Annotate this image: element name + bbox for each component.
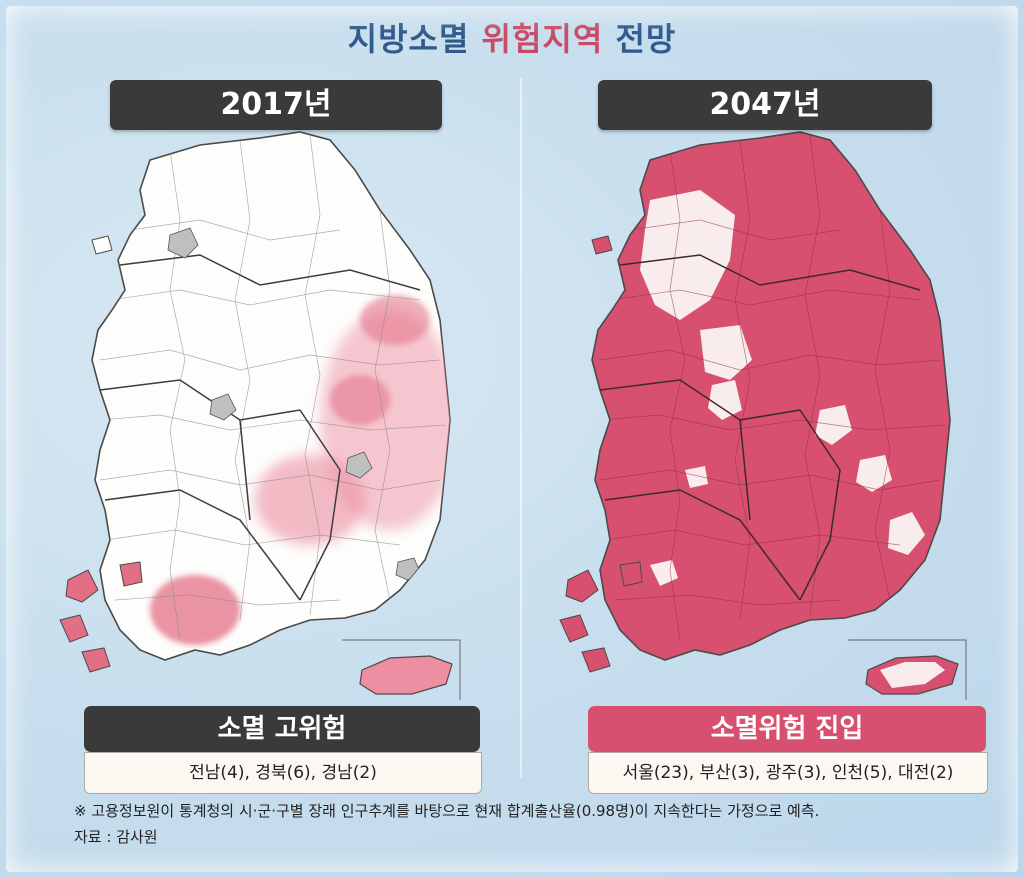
safe-area-gwangju — [650, 560, 678, 586]
island-sw-2017 — [65, 569, 99, 603]
district-boundaries-2047 — [599, 134, 946, 641]
island-sw-2017-b — [59, 614, 89, 643]
safe-area-capital — [640, 190, 735, 320]
city-daejeon — [209, 393, 237, 421]
inset-frame-2017 — [342, 639, 461, 700]
island-sw-2017-d — [119, 561, 143, 587]
peninsula-2047 — [591, 131, 951, 661]
safe-area-gyeongnam — [856, 455, 892, 492]
safe-area-chungbuk — [700, 325, 752, 380]
jeju-2017 — [359, 655, 453, 695]
island-sw-2047-c — [581, 647, 611, 673]
source-credit: 자료 : 감사원 — [74, 828, 158, 846]
category-label-high-risk: 소멸 고위험 — [84, 706, 480, 752]
safe-area-daejeon — [708, 380, 742, 420]
risk-area-central-gyeongbuk — [330, 375, 390, 425]
safe-area-busan — [888, 512, 925, 555]
category-label-risk-entry: 소멸위험 진입 — [588, 706, 986, 752]
regions-high-risk: 전남(4), 경북(6), 경남(2) — [84, 752, 482, 794]
city-daegu — [345, 451, 373, 479]
footnote: ※ 고용정보원이 통계청의 시·군·구별 장래 인구추계를 바탕으로 현재 합계… — [74, 802, 820, 820]
regions-risk-entry: 서울(23), 부산(3), 광주(3), 인천(5), 대전(2) — [588, 752, 988, 794]
inset-frame-2047 — [848, 639, 967, 700]
year-label-2047: 2047년 — [598, 80, 932, 130]
peninsula-2017 — [91, 131, 451, 661]
safe-area-jeonbuk — [685, 466, 708, 488]
island-ganghwa-2017 — [91, 235, 113, 255]
risk-area-north-gyeongbuk — [360, 295, 430, 345]
island-sw-2047-d — [619, 561, 643, 587]
year-label-2017: 2017년 — [110, 80, 442, 130]
island-sw-2047 — [565, 569, 599, 603]
page-title: 지방소멸 위험지역 전망 — [347, 20, 677, 58]
province-boundaries-2017 — [99, 254, 421, 601]
panel-divider — [520, 78, 522, 778]
jeju-safe-2047 — [880, 662, 945, 688]
risk-area-gyeongnam — [255, 455, 365, 545]
island-sw-2047-b — [559, 614, 589, 643]
city-seoul — [167, 227, 199, 259]
island-sw-2017-c — [81, 647, 111, 673]
island-ganghwa-2047 — [591, 235, 613, 255]
province-boundaries-2047 — [599, 254, 921, 601]
risk-area-jeonnam — [150, 575, 240, 645]
